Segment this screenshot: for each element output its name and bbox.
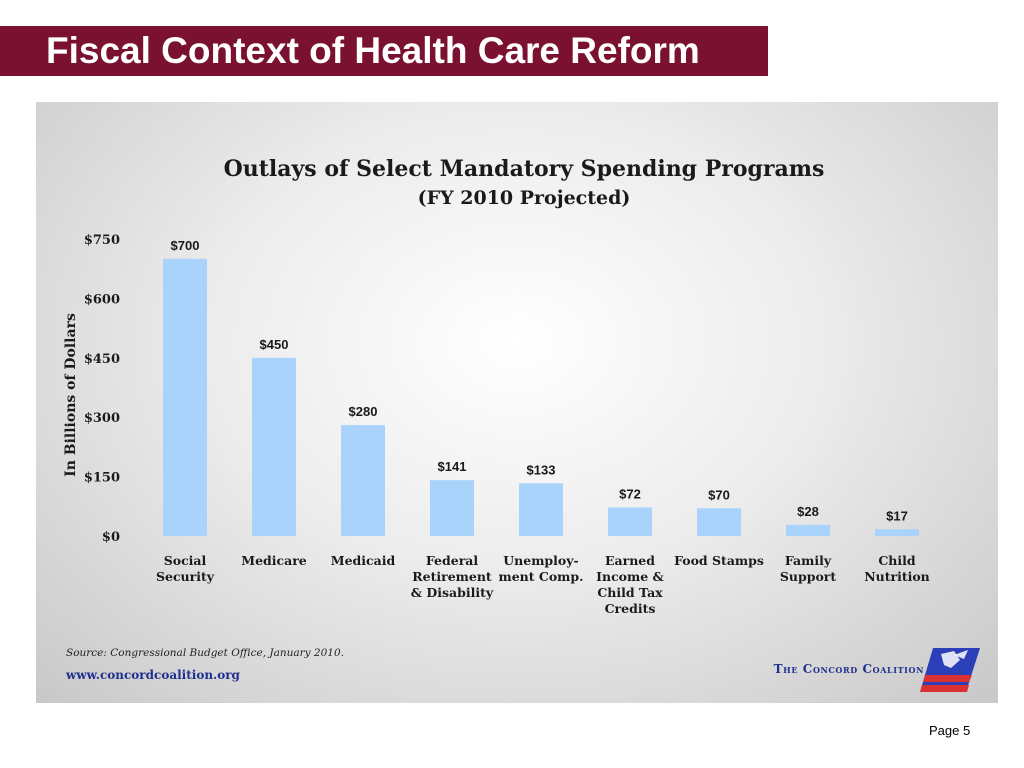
data-label: $17 (886, 508, 908, 523)
bar (252, 357, 296, 536)
logo-text: The Concord Coalition (774, 662, 924, 676)
bar-chart: Outlays of Select Mandatory Spending Pro… (63, 156, 980, 692)
category-label: Social Security (156, 553, 215, 584)
data-label: $28 (797, 504, 819, 519)
x-axis-labels: Social Security Medicare Medicaid Federal Ret… (156, 553, 930, 616)
y-tick-label: $600 (84, 292, 120, 307)
bar (608, 507, 652, 536)
category-label: Federal Retirement & Disability (411, 553, 494, 600)
bars (163, 258, 919, 536)
category-label: Child Nutrition (864, 553, 930, 584)
chart-subtitle: (FY 2010 Projected) (418, 187, 631, 209)
source-note: Source: Congressional Budget Office, Jan… (66, 647, 344, 659)
data-labels: $700 $450 $280 $141 $133 $72 $70 $28 $17 (171, 238, 908, 523)
category-label: Food Stamps (674, 553, 764, 568)
bar (341, 425, 385, 536)
bar (519, 483, 563, 536)
data-label: $72 (619, 486, 641, 501)
concord-logo-icon (920, 648, 980, 692)
y-tick-label: $450 (84, 352, 120, 367)
website-link[interactable]: www.concordcoalition.org (65, 668, 241, 682)
y-tick-label: $300 (84, 411, 120, 426)
y-tick-label: $0 (102, 530, 120, 545)
y-tick-label: $750 (84, 233, 120, 248)
data-label: $450 (260, 337, 289, 352)
title-bar: Fiscal Context of Health Care Reform (0, 26, 768, 76)
bar (163, 258, 207, 536)
data-label: $133 (527, 462, 556, 477)
bar (786, 524, 830, 536)
category-label: Medicare (241, 553, 307, 568)
data-label: $141 (438, 459, 467, 474)
bar (697, 508, 741, 536)
bar (430, 480, 474, 536)
data-label: $70 (708, 487, 730, 502)
category-label: Family Support (780, 553, 837, 584)
category-label: Medicaid (331, 553, 396, 568)
bar (875, 529, 919, 536)
chart-title: Outlays of Select Mandatory Spending Pro… (224, 156, 825, 182)
page-number: Page 5 (929, 723, 971, 738)
slide-title: Fiscal Context of Health Care Reform (46, 30, 700, 71)
y-axis-ticks: $0 $150 $300 $450 $600 $750 (84, 233, 120, 545)
data-label: $280 (349, 404, 378, 419)
category-label: Unemploy-ment Comp. (499, 553, 584, 584)
y-axis-label: In Billions of Dollars (63, 313, 79, 477)
data-label: $700 (171, 238, 200, 253)
y-tick-label: $150 (84, 471, 120, 486)
category-label: Earned Income & Child Tax Credits (596, 553, 664, 616)
chart-panel: Outlays of Select Mandatory Spending Pro… (36, 102, 998, 703)
